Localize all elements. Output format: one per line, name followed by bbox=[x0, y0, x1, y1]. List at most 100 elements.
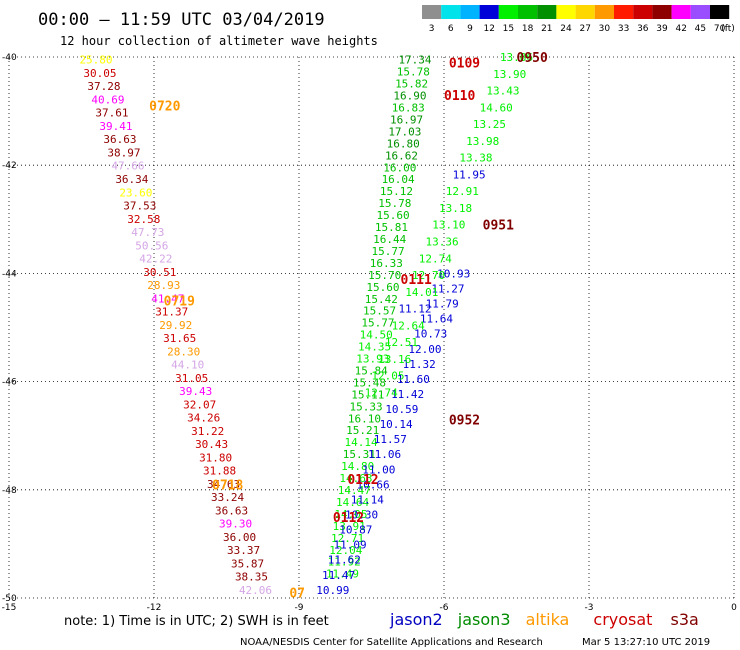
y-tick-label: -42 bbox=[2, 161, 17, 171]
swh-value: 10.87 bbox=[339, 524, 372, 537]
pass-time-label: 07 bbox=[289, 587, 305, 602]
colorbar-swatch bbox=[479, 5, 499, 19]
pass-time-label: 0111 bbox=[401, 273, 432, 288]
legend-jason3: jason3 bbox=[457, 610, 511, 629]
x-tick-label: -9 bbox=[295, 603, 304, 613]
swh-value: 11.42 bbox=[391, 388, 424, 401]
swh-value: 13.90 bbox=[493, 68, 526, 81]
swh-value: 16.80 bbox=[387, 137, 420, 150]
swh-value: 13.43 bbox=[486, 85, 519, 98]
x-tick-label: -12 bbox=[147, 603, 162, 613]
swh-value: 13.16 bbox=[378, 353, 411, 366]
swh-value: 10.30 bbox=[345, 509, 378, 522]
swh-value: 15.42 bbox=[365, 293, 398, 306]
swh-value: 31.65 bbox=[163, 332, 196, 345]
swh-value: 15.21 bbox=[346, 424, 379, 437]
swh-value: 10.66 bbox=[357, 478, 390, 491]
colorbar-swatch bbox=[633, 5, 653, 19]
swh-value: 12.74 bbox=[365, 386, 398, 399]
swh-value: 10.73 bbox=[414, 328, 447, 341]
swh-value: 14.14 bbox=[344, 436, 377, 449]
swh-value: 38.97 bbox=[107, 146, 140, 159]
colorbar-label: 42 bbox=[675, 24, 686, 34]
swh-value: 40.69 bbox=[91, 93, 124, 106]
swh-value: 29.92 bbox=[159, 319, 192, 332]
swh-value: 39.30 bbox=[219, 518, 252, 531]
swh-value: 11.27 bbox=[431, 282, 464, 295]
swh-value: 13.36 bbox=[426, 235, 459, 248]
pass-time-label: 0112 bbox=[333, 511, 364, 526]
legend-jason2: jason2 bbox=[389, 610, 443, 629]
colorbar-swatch bbox=[518, 5, 538, 19]
track-values: 25.8030.0537.2840.6937.6139.4136.6338.97… bbox=[79, 51, 533, 597]
map-title: 00:00 – 11:59 UTC 03/04/2019 bbox=[38, 10, 325, 30]
swh-value: 14.47 bbox=[338, 484, 371, 497]
swh-value: 11.14 bbox=[351, 493, 384, 506]
swh-value: 47.73 bbox=[131, 226, 164, 239]
swh-value: 15.60 bbox=[377, 209, 410, 222]
legend-s3a: s3a bbox=[671, 610, 699, 629]
colorbar-label: 3 bbox=[429, 24, 435, 34]
map-subtitle: 12 hour collection of altimeter wave hei… bbox=[60, 34, 378, 48]
y-tick-label: -46 bbox=[2, 378, 17, 388]
legend-altika: altika bbox=[526, 610, 570, 629]
colorbar-swatch bbox=[690, 5, 710, 19]
colorbar-swatch bbox=[614, 5, 634, 19]
swh-value: 11.95 bbox=[453, 168, 486, 181]
swh-value: 36.34 bbox=[115, 173, 148, 186]
axis-ticks: -15 -12 -9 -6 -3 0 -40 -42 -44 -46 -48 -50 bbox=[2, 53, 737, 613]
swh-value: 30.43 bbox=[195, 438, 228, 451]
satellite-legend: jason2 jason3 altika cryosat s3a bbox=[389, 610, 699, 629]
swh-value: 28.30 bbox=[167, 345, 200, 358]
swh-value: 14.35 bbox=[358, 341, 391, 354]
swh-value: 16.90 bbox=[393, 90, 426, 103]
colorbar-swatch bbox=[556, 5, 576, 19]
pass-time-label: 0719 bbox=[164, 294, 195, 309]
swh-value: 41.47 bbox=[151, 292, 184, 305]
colorbar-label: 15 bbox=[503, 24, 514, 34]
pass-time-label: 0952 bbox=[449, 413, 480, 428]
colorbar-label: 36 bbox=[637, 24, 649, 34]
swh-value: 14.64 bbox=[336, 496, 369, 509]
colorbar-label: 6 bbox=[448, 24, 454, 34]
swh-value: 15.77 bbox=[361, 317, 394, 330]
x-tick-label: -6 bbox=[440, 603, 449, 613]
swh-value: 10.59 bbox=[385, 403, 418, 416]
colorbar-label: 39 bbox=[656, 24, 668, 34]
colorbar-swatch bbox=[575, 5, 595, 19]
swh-value: 50.56 bbox=[135, 239, 168, 252]
colorbar-legend: 3 6 9 12 15 18 21 24 27 30 33 36 39 42 45 70(ft) bbox=[422, 5, 735, 34]
swh-value: 33.37 bbox=[227, 544, 260, 557]
swh-value: 15.33 bbox=[350, 400, 383, 413]
colorbar-label: 70 bbox=[714, 24, 726, 34]
swh-value: 12.00 bbox=[408, 343, 441, 356]
x-tick-label: -15 bbox=[2, 603, 17, 613]
pass-time-label: 0950 bbox=[517, 51, 548, 66]
swh-value: 11.60 bbox=[397, 373, 430, 386]
swh-value: 31.80 bbox=[199, 451, 232, 464]
swh-value: 14.60 bbox=[480, 101, 513, 114]
swh-value: 16.97 bbox=[390, 113, 423, 126]
swh-value: 32.58 bbox=[127, 213, 160, 226]
swh-value: 12.04 bbox=[329, 544, 362, 557]
swh-value: 34.26 bbox=[187, 412, 220, 425]
swh-value: 15.81 bbox=[375, 221, 408, 234]
swh-value: 16.04 bbox=[382, 173, 415, 186]
swh-value: 15.12 bbox=[380, 185, 413, 198]
swh-value: 31.88 bbox=[203, 465, 236, 478]
swh-value: 11.12 bbox=[398, 303, 431, 316]
swh-value: 12.74 bbox=[419, 252, 452, 265]
swh-value: 11.92 bbox=[328, 556, 361, 569]
swh-value: 13.91 bbox=[333, 520, 366, 533]
swh-value: 30.51 bbox=[143, 266, 176, 279]
colorbar-label: 45 bbox=[695, 24, 706, 34]
swh-value: 13.93 bbox=[356, 353, 389, 366]
colorbar-swatch bbox=[441, 5, 461, 19]
swh-value: 17.34 bbox=[398, 54, 431, 67]
colorbar-swatch bbox=[460, 5, 480, 19]
colorbar-label: 9 bbox=[467, 24, 473, 34]
swh-value: 35.87 bbox=[231, 557, 264, 570]
footer-note: note: 1) Time is in UTC; 2) SWH is in fe… bbox=[64, 614, 329, 629]
swh-value: 10.93 bbox=[437, 267, 470, 280]
